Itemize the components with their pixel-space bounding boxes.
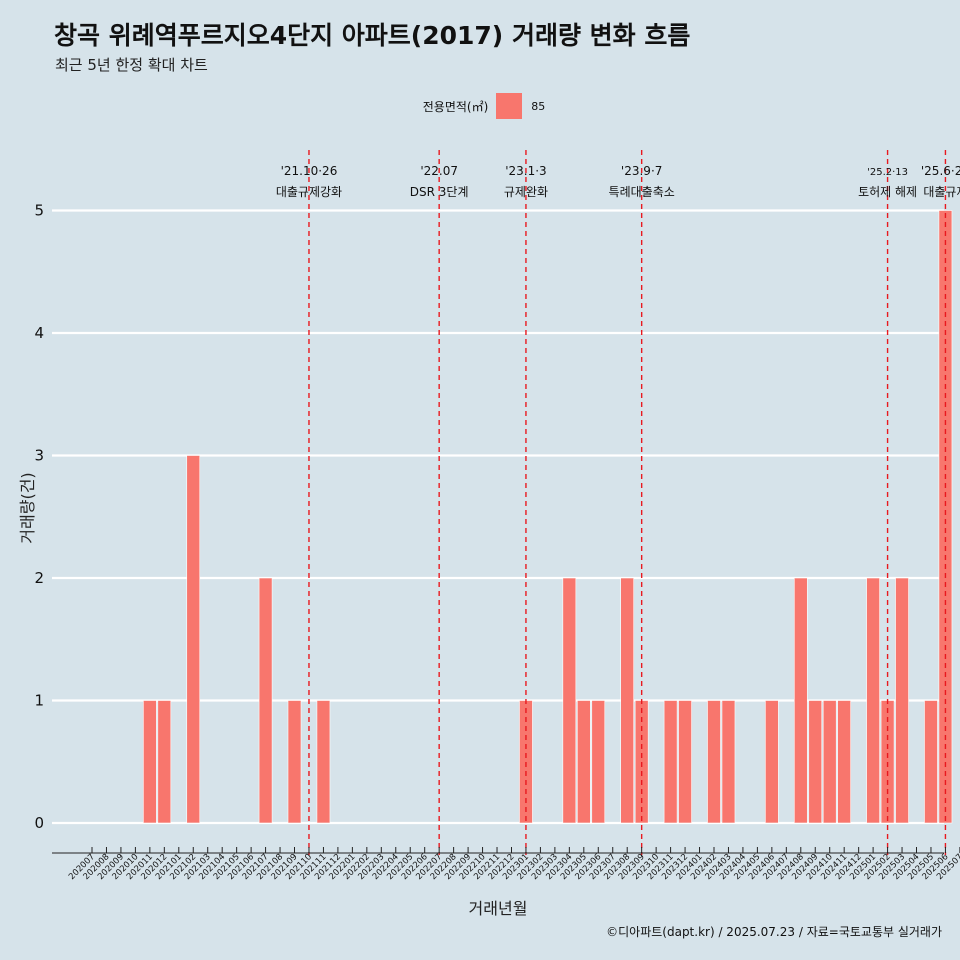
event-name-label: DSR 3단계: [410, 185, 469, 199]
bar: [562, 577, 577, 824]
event-name-label: 대출규제: [923, 185, 960, 199]
bar: [663, 700, 678, 824]
legend: 전용면적(㎡) 85: [0, 93, 960, 119]
event-name-label: 대출규제강화: [276, 185, 342, 199]
y-tick-label: 0: [34, 814, 44, 832]
event-name-label: 토허제 해제: [858, 185, 917, 199]
bar: [721, 700, 736, 824]
bar: [258, 577, 273, 824]
bar: [678, 700, 692, 824]
bar: [707, 700, 721, 824]
y-tick-label: 2: [34, 569, 44, 587]
bar: [866, 577, 880, 824]
bar: [620, 577, 635, 824]
bar: [186, 455, 201, 824]
bar: [577, 700, 591, 824]
bar: [924, 700, 938, 824]
bar: [837, 700, 851, 824]
bar: [765, 700, 779, 824]
legend-label: 85: [531, 99, 546, 113]
source-caption: ©디아파트(dapt.kr) / 2025.07.23 / 자료=국토교통부 실…: [606, 925, 942, 939]
chart-subtitle: 최근 5년 한정 확대 차트: [55, 56, 208, 74]
y-tick-label: 3: [34, 447, 44, 465]
y-tick-label: 4: [34, 324, 44, 342]
event-date-label: '23.9·7: [621, 164, 662, 178]
event-date-label: '23.1·3: [505, 164, 546, 178]
event-date-label: '22.07: [420, 164, 458, 178]
bar: [793, 577, 808, 824]
event-date-label: '25.6·27: [921, 164, 960, 178]
bars: [143, 210, 953, 824]
y-tick-label: 1: [34, 692, 44, 710]
y-axis-title: 거래량(건): [18, 472, 37, 543]
bar: [143, 700, 157, 824]
x-axis-title: 거래년월: [469, 899, 528, 918]
legend-color-key: [496, 93, 523, 119]
bar: [822, 700, 837, 824]
bar: [316, 700, 331, 824]
bar: [287, 700, 302, 824]
chart-title: 창곡 위례역푸르지오4단지 아파트(2017) 거래량 변화 흐름: [54, 21, 691, 50]
y-tick-label: 5: [34, 202, 44, 220]
bar: [591, 700, 606, 824]
bar: [895, 577, 909, 824]
event-name-label: 규제완화: [504, 185, 548, 199]
event-name-label: 특례대출축소: [609, 185, 675, 199]
legend-title: 전용면적(㎡): [422, 99, 489, 114]
bar: [157, 700, 172, 824]
event-date-label: '21.10·26: [281, 164, 338, 178]
event-markers: '21.10·26 대출규제강화 '22.07 DSR 3단계 '23.1·3 규제완화 '…: [276, 150, 960, 855]
bar: [938, 210, 953, 824]
event-date-label: '25.2·13: [867, 167, 908, 178]
bar: [808, 700, 823, 824]
